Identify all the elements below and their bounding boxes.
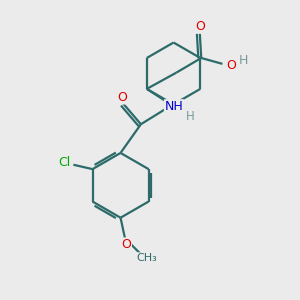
Text: CH₃: CH₃ xyxy=(136,253,157,263)
Text: H: H xyxy=(186,110,194,123)
Text: O: O xyxy=(226,59,236,72)
Text: Cl: Cl xyxy=(58,156,70,169)
Text: O: O xyxy=(121,238,131,251)
Text: O: O xyxy=(117,91,127,103)
Text: H: H xyxy=(239,54,248,68)
Text: O: O xyxy=(195,20,205,33)
Text: NH: NH xyxy=(165,100,184,113)
